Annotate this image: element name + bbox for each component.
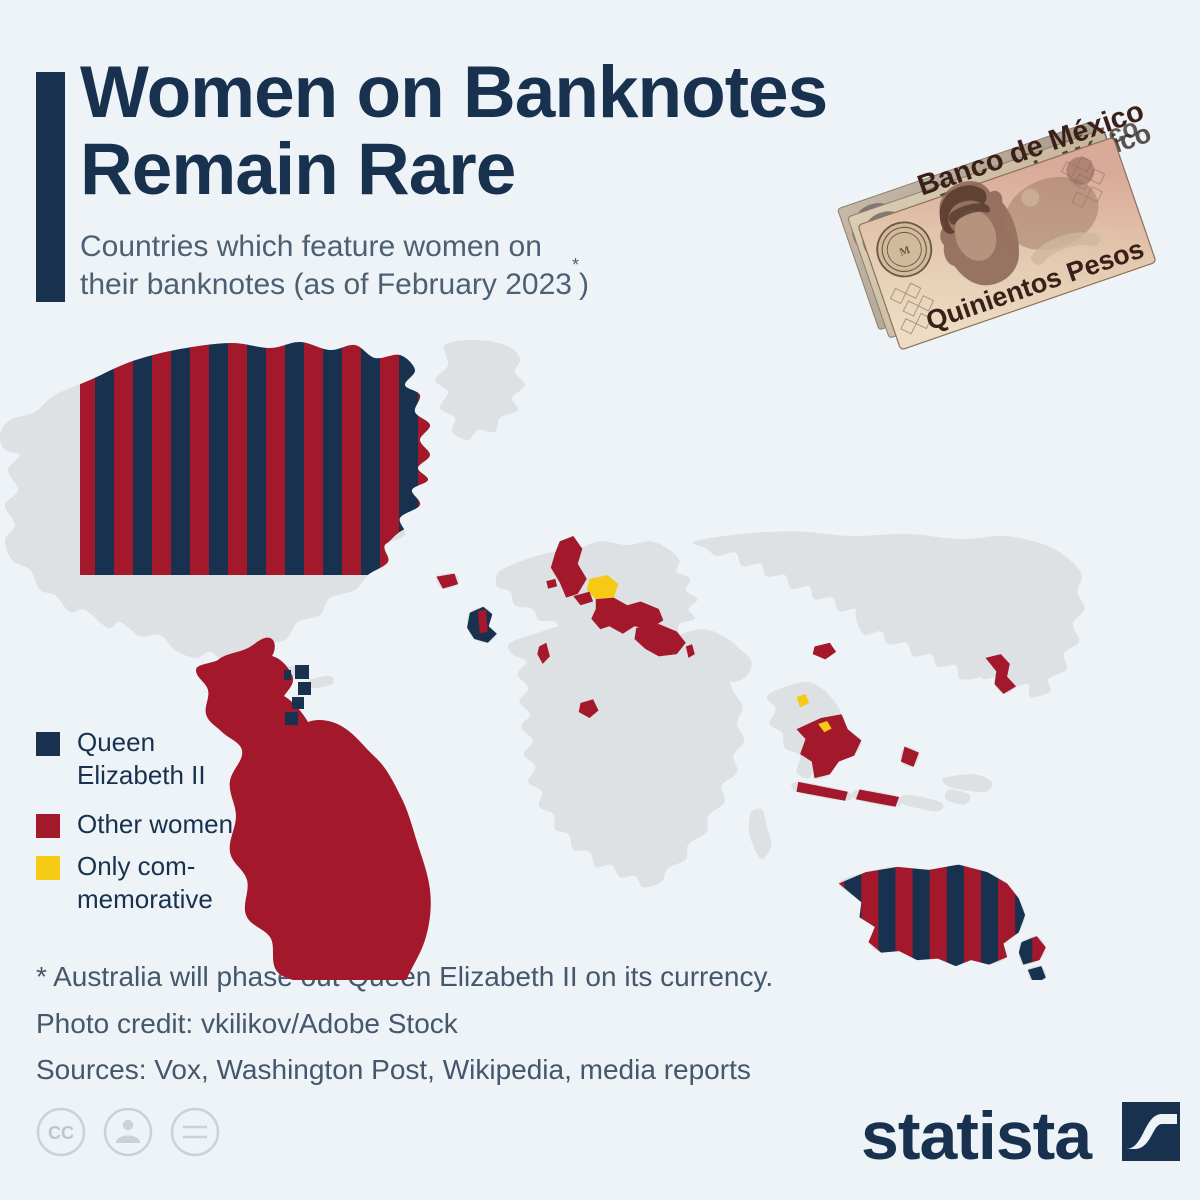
svg-text:CC: CC xyxy=(48,1123,74,1143)
